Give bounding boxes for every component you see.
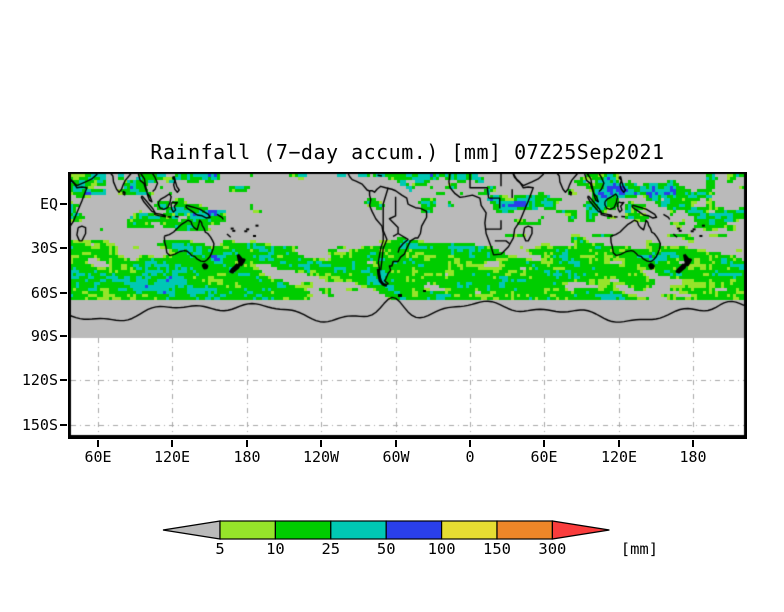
x-tick-label: 120E xyxy=(153,448,191,466)
colorbar-segment xyxy=(219,520,277,540)
colorbar-level-label: 50 xyxy=(377,540,396,558)
colorbar-segment xyxy=(496,520,554,540)
x-tick-label: 120W xyxy=(302,448,340,466)
x-tick-mark xyxy=(246,440,248,447)
colorbar-level-label: 25 xyxy=(321,540,340,558)
colorbar-legend: 5 10 25 50 100 150 300 [mm] xyxy=(162,520,658,558)
y-tick-mark xyxy=(60,203,67,205)
x-tick-mark xyxy=(395,440,397,447)
x-tick-mark xyxy=(543,440,545,447)
x-tick-mark xyxy=(320,440,322,447)
x-tick-label: 60E xyxy=(530,448,558,466)
y-tick-label: 90S xyxy=(30,327,58,345)
x-tick-label: 60W xyxy=(382,448,410,466)
colorbar-level-label: 10 xyxy=(266,540,285,558)
colorbar-level-label: 150 xyxy=(483,540,511,558)
rainfall-map-canvas xyxy=(68,172,747,439)
y-tick-mark xyxy=(60,335,67,337)
plot-title: Rainfall (7−day accum.) [mm] 07Z25Sep202… xyxy=(150,140,665,164)
colorbar-below-arrow xyxy=(162,520,221,540)
colorbar-segment xyxy=(330,520,387,540)
x-tick-mark xyxy=(469,440,471,447)
y-tick-label: 120S xyxy=(21,371,58,389)
y-tick-mark xyxy=(60,292,67,294)
x-tick-mark xyxy=(618,440,620,447)
x-tick-label: 120E xyxy=(600,448,638,466)
y-tick-label: 150S xyxy=(21,416,58,434)
x-tick-label: 60E xyxy=(84,448,112,466)
y-tick-mark xyxy=(60,379,67,381)
x-tick-label: 180 xyxy=(233,448,261,466)
x-tick-mark xyxy=(692,440,694,447)
colorbar-level-label: 100 xyxy=(428,540,456,558)
colorbar-unit-label: [mm] xyxy=(621,540,658,558)
x-tick-label: 0 xyxy=(465,448,475,466)
y-tick-label: EQ xyxy=(39,195,58,213)
y-tick-label: 30S xyxy=(30,239,58,257)
colorbar-segment xyxy=(441,520,498,540)
colorbar-segment xyxy=(385,520,443,540)
colorbar-segment xyxy=(274,520,332,540)
map-area xyxy=(68,172,747,439)
x-tick-label: 180 xyxy=(679,448,707,466)
x-tick-mark xyxy=(97,440,99,447)
y-tick-label: 60S xyxy=(30,284,58,302)
colorbar-above-arrow xyxy=(551,520,610,540)
y-tick-mark xyxy=(60,247,67,249)
colorbar-level-label: 5 xyxy=(215,540,224,558)
y-tick-mark xyxy=(60,424,67,426)
x-tick-mark xyxy=(171,440,173,447)
colorbar-level-label: 300 xyxy=(538,540,566,558)
